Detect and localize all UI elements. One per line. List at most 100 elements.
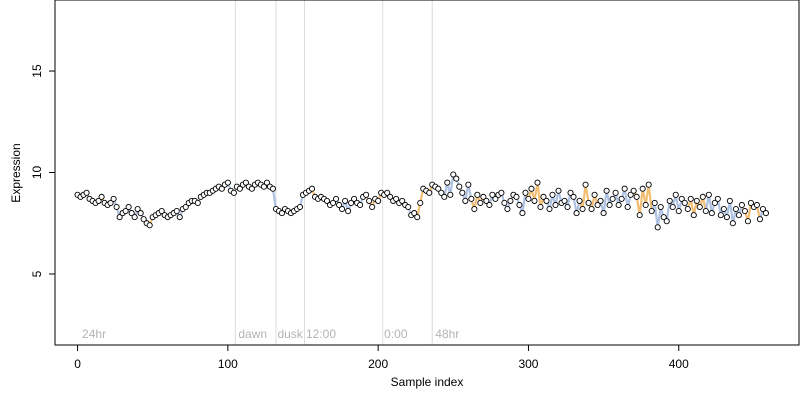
- data-point: [705, 191, 712, 198]
- data-point: [375, 197, 382, 204]
- data-point: [753, 201, 760, 209]
- data-point: [573, 210, 580, 217]
- data-point: [681, 199, 688, 206]
- data-point: [278, 210, 286, 217]
- data-point: [624, 203, 631, 211]
- data-point: [696, 203, 703, 211]
- data-point: [747, 199, 754, 206]
- data-point: [600, 210, 607, 217]
- data-point: [513, 193, 520, 200]
- data-point: [486, 201, 493, 209]
- data-point: [666, 197, 673, 204]
- x-tick-label: 0: [74, 357, 81, 371]
- data-point: [269, 185, 276, 192]
- time-annotation: dusk: [277, 327, 303, 341]
- data-point: [729, 220, 736, 227]
- data-point: [173, 208, 180, 215]
- data-point: [690, 212, 697, 219]
- data-point: [597, 197, 604, 204]
- x-tick-label: 200: [368, 357, 388, 371]
- data-point: [110, 195, 117, 202]
- data-point: [591, 191, 598, 198]
- data-point: [242, 179, 249, 186]
- data-point: [447, 191, 454, 198]
- data-point: [471, 205, 478, 213]
- data-point: [744, 218, 751, 225]
- data-point: [158, 208, 165, 215]
- data-point: [444, 179, 451, 186]
- data-point: [579, 205, 586, 213]
- data-point: [576, 197, 583, 204]
- data-point: [462, 197, 469, 204]
- data-point: [489, 191, 496, 198]
- data-point: [435, 185, 442, 192]
- data-point: [336, 201, 343, 209]
- data-point: [296, 203, 304, 211]
- data-point: [582, 181, 589, 188]
- data-point: [176, 214, 183, 221]
- data-point: [516, 201, 523, 209]
- data-point: [525, 195, 532, 202]
- data-point: [414, 214, 421, 221]
- data-point: [501, 199, 508, 206]
- data-point: [543, 197, 550, 204]
- data-point: [134, 205, 141, 213]
- data-point: [411, 210, 418, 217]
- data-point: [330, 199, 337, 206]
- data-point: [339, 205, 346, 213]
- data-point: [263, 179, 270, 186]
- data-point: [735, 212, 742, 219]
- data-point: [633, 193, 640, 200]
- data-point: [651, 199, 658, 206]
- data-point: [711, 199, 718, 206]
- data-point: [342, 197, 349, 204]
- data-point: [348, 199, 355, 206]
- data-point: [483, 197, 490, 204]
- data-point: [678, 195, 685, 202]
- data-point: [333, 195, 340, 202]
- time-annotation: 0:00: [384, 327, 408, 341]
- y-tick-label: 5: [30, 270, 44, 277]
- data-point: [594, 201, 601, 209]
- data-point: [107, 199, 114, 206]
- data-point: [393, 195, 400, 202]
- data-point: [113, 203, 120, 211]
- data-points: [74, 171, 769, 231]
- data-point: [603, 187, 610, 194]
- data-point: [369, 203, 376, 211]
- data-point: [465, 181, 472, 188]
- data-point: [606, 201, 613, 209]
- data-point: [702, 208, 709, 215]
- data-point: [549, 191, 556, 198]
- data-point: [128, 210, 135, 217]
- time-annotation: 12:00: [306, 327, 336, 341]
- data-point: [648, 208, 655, 215]
- y-axis: 5 10 15: [30, 64, 56, 277]
- time-annotations: 24hr dawn dusk 12:00 0:00 48hr: [82, 327, 459, 341]
- data-point: [708, 210, 715, 217]
- data-point: [248, 185, 255, 192]
- data-point: [224, 179, 231, 186]
- x-tick-label: 100: [218, 357, 238, 371]
- data-point: [660, 214, 667, 221]
- data-point: [441, 193, 448, 200]
- data-point: [726, 197, 733, 204]
- x-tick-label: 400: [669, 357, 689, 371]
- data-point: [140, 216, 147, 223]
- time-annotation: 24hr: [82, 327, 106, 341]
- data-point: [182, 203, 189, 211]
- data-point: [399, 197, 406, 204]
- data-point: [723, 214, 730, 221]
- data-point: [588, 205, 595, 213]
- data-point: [519, 210, 526, 217]
- data-point: [654, 224, 661, 231]
- data-point: [522, 189, 529, 196]
- time-annotation: dawn: [238, 327, 267, 341]
- data-point: [116, 214, 123, 221]
- data-point: [609, 195, 616, 202]
- data-point: [405, 203, 412, 211]
- data-point: [459, 189, 466, 196]
- data-point: [308, 185, 316, 192]
- y-tick-label: 10: [30, 166, 44, 180]
